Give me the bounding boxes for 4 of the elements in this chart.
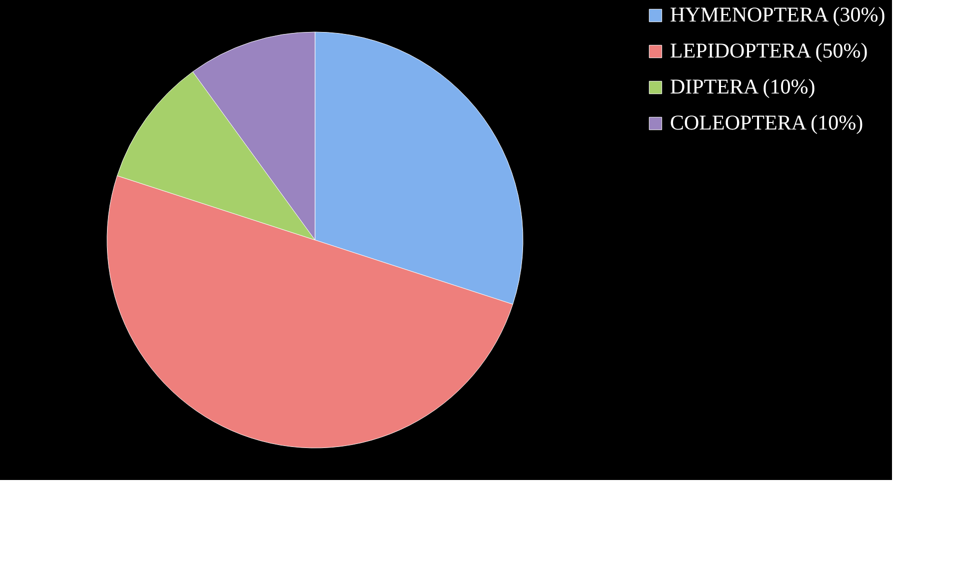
legend-label: HYMENOPTERA (30%) (670, 2, 886, 26)
legend-label: LEPIDOPTERA (50%) (670, 38, 868, 62)
legend-label: COLEOPTERA (10%) (670, 110, 864, 134)
legend-label: DIPTERA (10%) (670, 74, 816, 98)
